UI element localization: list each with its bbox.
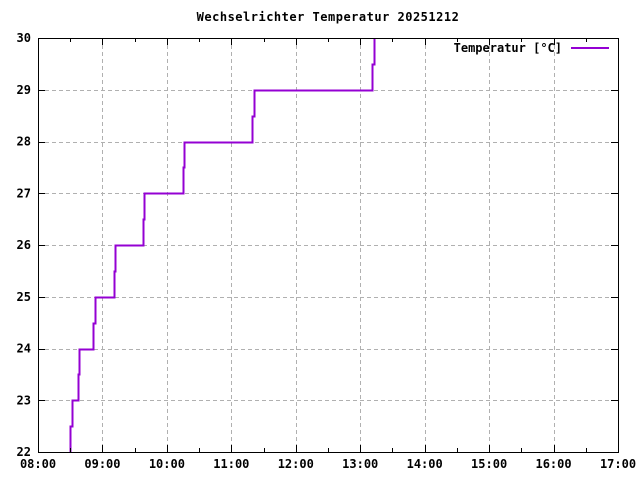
y-tick-label: 28: [17, 135, 31, 149]
x-tick-label: 09:00: [84, 457, 120, 471]
legend: Temperatur [°C]: [454, 41, 609, 55]
x-tick-label: 11:00: [213, 457, 249, 471]
x-tick-label: 17:00: [600, 457, 636, 471]
y-tick-label: 29: [17, 83, 31, 97]
x-tick-label: 14:00: [407, 457, 443, 471]
y-tick-label: 24: [17, 342, 31, 356]
y-tick-label: 26: [17, 238, 31, 252]
x-tick-label: 15:00: [471, 457, 507, 471]
y-tick-label: 27: [17, 186, 31, 200]
y-tick-label: 25: [17, 290, 31, 304]
temperature-series-line: [69, 38, 376, 453]
y-tick-label: 22: [17, 445, 31, 459]
x-tick-label: 16:00: [535, 457, 571, 471]
y-tick-label: 30: [17, 31, 31, 45]
legend-line-sample: [571, 47, 609, 49]
x-tick-label: 08:00: [20, 457, 56, 471]
y-tick-label: 23: [17, 393, 31, 407]
legend-label: Temperatur [°C]: [453, 41, 562, 55]
x-tick-label: 12:00: [278, 457, 314, 471]
plot-area: 08:00 09:00 10:00 11:00 12:00 13:00 14:00 15:00…: [17, 31, 637, 471]
x-tick-label: 10:00: [149, 457, 185, 471]
x-tick-label: 13:00: [342, 457, 378, 471]
chart-title: Wechselrichter Temperatur 20251212: [196, 10, 460, 24]
